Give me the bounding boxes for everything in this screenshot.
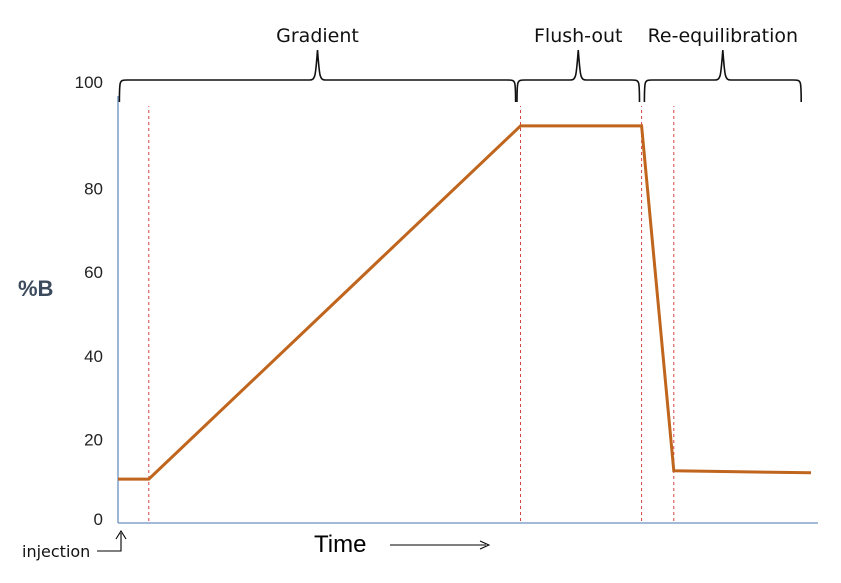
series-layer [118, 124, 812, 481]
injection-arrow-head [115, 529, 127, 540]
gradient-series-line [118, 124, 812, 481]
y-tick-label: 40 [84, 347, 103, 366]
phase-brace [643, 49, 802, 103]
phase-braces [118, 49, 802, 103]
time-arrow-head [479, 540, 491, 550]
phase-markers [148, 106, 675, 521]
injection-label: injection [22, 542, 90, 561]
phase-label: Gradient [276, 25, 359, 47]
y-tick-label: 100 [75, 73, 103, 92]
phase-label: Re-equilibration [648, 25, 798, 47]
y-tick-label: 80 [84, 180, 103, 199]
phase-brace [516, 49, 641, 103]
y-tick-label: 20 [84, 430, 103, 449]
injection-arrow-shaft [97, 533, 122, 552]
labels: %B Time injection Gradient Flush-out Re-eq… [18, 25, 798, 561]
arrows [97, 529, 491, 552]
axes: 0 20 40 60 80 100 [75, 73, 818, 529]
x-axis-label: Time [314, 531, 366, 558]
phase-brace [118, 49, 517, 103]
y-axis-label: %B [18, 276, 53, 301]
y-tick-label: 0 [94, 510, 103, 529]
phase-label: Flush-out [534, 25, 623, 47]
y-tick-label: 60 [84, 263, 103, 282]
